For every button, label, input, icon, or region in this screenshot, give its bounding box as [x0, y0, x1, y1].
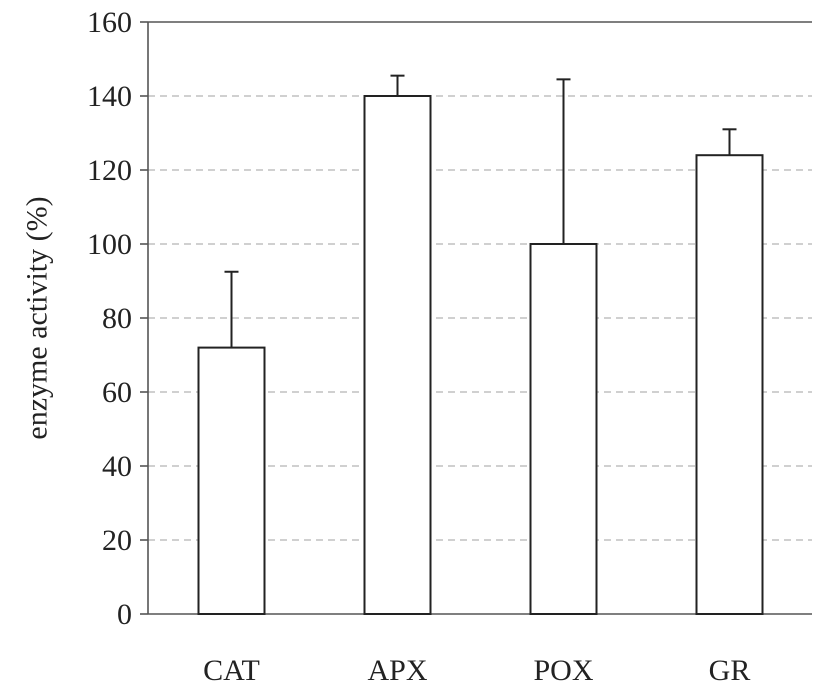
- error-bar-cat: [224, 270, 239, 348]
- error-bar-pox: [556, 78, 571, 244]
- bar-apx: [363, 95, 432, 615]
- error-bar-gr: [722, 128, 737, 156]
- bar-gr: [695, 154, 764, 615]
- y-tick-label-140: 140: [87, 80, 132, 113]
- y-tick-label-80: 80: [102, 302, 132, 335]
- y-axis-title: enzyme activity (%): [21, 196, 54, 439]
- y-tick-label-160: 160: [87, 6, 132, 39]
- y-tick-label-40: 40: [102, 450, 132, 483]
- x-category-label-gr: GR: [709, 654, 751, 687]
- x-category-label-apx: APX: [367, 654, 427, 687]
- labels-layer: CAT APX POX GR: [203, 654, 750, 687]
- y-tick-label-100: 100: [87, 228, 132, 261]
- bars-layer: [197, 74, 764, 615]
- ticks-layer: 0 20 40 60 80 100 120 140 160: [87, 6, 148, 631]
- y-tick-label-0: 0: [117, 598, 132, 631]
- error-bar-apx: [390, 74, 405, 96]
- x-category-label-cat: CAT: [203, 654, 260, 687]
- y-tick-label-120: 120: [87, 154, 132, 187]
- y-tick-label-20: 20: [102, 524, 132, 557]
- bar-pox: [529, 243, 598, 615]
- y-tick-label-60: 60: [102, 376, 132, 409]
- x-category-label-pox: POX: [533, 654, 593, 687]
- bar-cat: [197, 346, 266, 615]
